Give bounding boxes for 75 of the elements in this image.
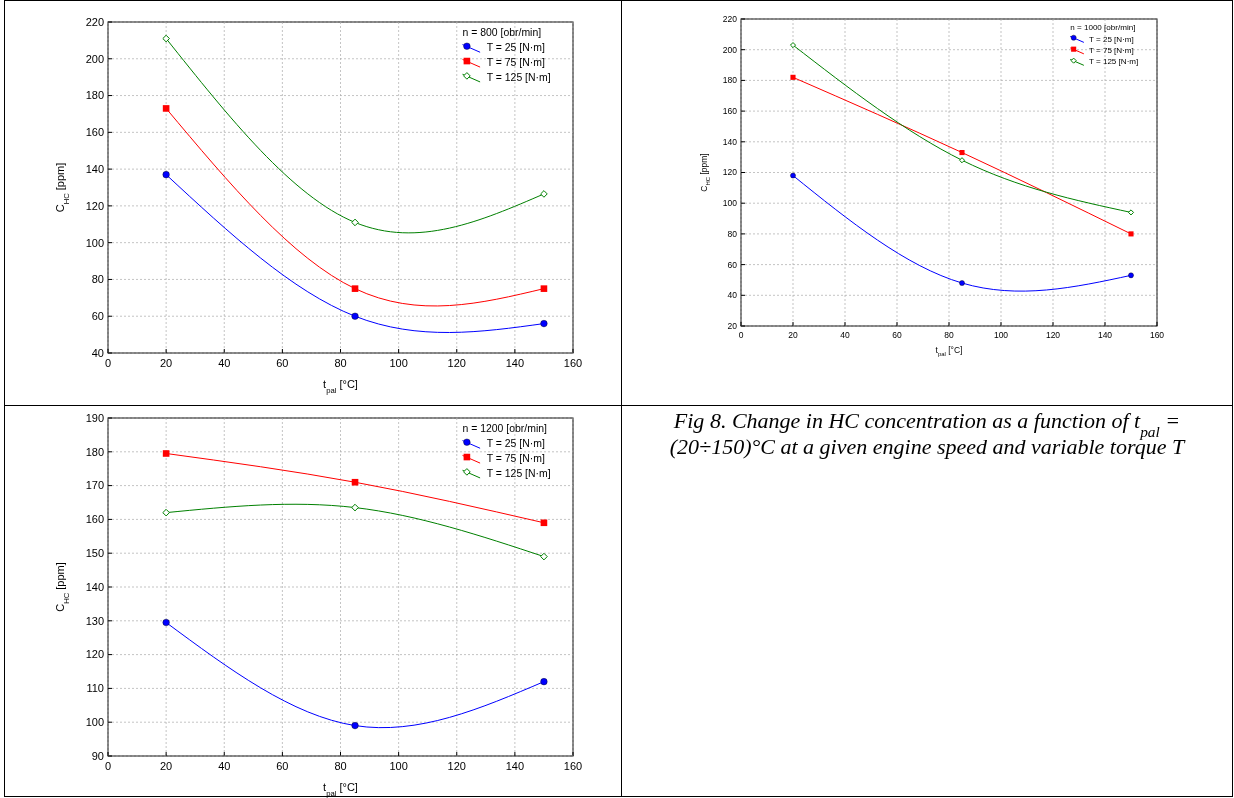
x-tick-label: 100 xyxy=(389,760,408,772)
legend-label: T = 125 [N·m] xyxy=(486,71,551,83)
legend-label: T = 125 [N·m] xyxy=(1088,57,1139,67)
y-tick-label: 140 xyxy=(85,580,104,593)
legend-label: T = 75 [N·m] xyxy=(486,57,545,68)
y-tick-label: 140 xyxy=(85,162,104,175)
y-tick-label: 220 xyxy=(85,15,104,28)
legend-label: T = 75 [N·m] xyxy=(1088,46,1134,55)
y-tick-label: 140 xyxy=(722,136,738,147)
x-tick-label: 60 xyxy=(276,357,289,369)
y-tick-label: 40 xyxy=(91,346,104,359)
y-tick-label: 80 xyxy=(91,273,104,286)
y-tick-label: 180 xyxy=(85,445,104,458)
x-tick-label: 120 xyxy=(447,760,466,772)
x-tick-label: 40 xyxy=(840,329,850,340)
x-tick-label: 20 xyxy=(160,357,173,369)
legend-label: T = 125 [N·m] xyxy=(486,467,551,479)
y-tick-label: 160 xyxy=(85,513,104,526)
x-tick-label: 0 xyxy=(738,329,744,340)
y-tick-label: 160 xyxy=(85,126,104,139)
y-tick-label: 150 xyxy=(85,547,104,560)
legend-label: T = 25 [N·m] xyxy=(486,42,545,54)
y-tick-label: 120 xyxy=(85,199,104,212)
x-axis-title: t$_{pal}$ [°C] xyxy=(323,378,358,395)
legend-title: n = 1200 [obr/min] xyxy=(462,423,548,435)
legend-label: T = 25 [N·m] xyxy=(1088,34,1134,44)
y-tick-label: 100 xyxy=(85,716,104,729)
legend-title: n = 1000 [obr/min] xyxy=(1070,23,1136,33)
x-tick-label: 140 xyxy=(505,760,525,772)
y-tick-label: 120 xyxy=(85,648,104,661)
y-tick-label: 120 xyxy=(722,167,738,178)
y-tick-label: 100 xyxy=(722,198,738,209)
x-tick-label: 40 xyxy=(218,760,231,772)
y-tick-label: 20 xyxy=(727,320,738,331)
y-tick-label: 200 xyxy=(85,52,104,65)
x-tick-label: 120 xyxy=(447,357,466,369)
x-tick-label: 20 xyxy=(788,329,798,340)
x-tick-label: 100 xyxy=(389,357,408,369)
x-tick-label: 100 xyxy=(993,329,1009,340)
x-tick-label: 80 xyxy=(944,329,954,340)
x-tick-label: 0 xyxy=(104,760,112,772)
x-tick-label: 60 xyxy=(276,760,289,772)
x-tick-label: 80 xyxy=(334,357,347,369)
x-tick-label: 160 xyxy=(563,760,583,772)
x-tick-label: 140 xyxy=(505,357,525,369)
y-tick-label: 180 xyxy=(722,75,738,86)
y-tick-label: 110 xyxy=(86,682,104,695)
y-tick-label: 170 xyxy=(85,479,104,492)
y-tick-label: 220 xyxy=(722,13,738,24)
y-tick-label: 190 xyxy=(85,411,104,424)
x-tick-label: 0 xyxy=(104,357,112,369)
x-tick-label: 60 xyxy=(892,329,902,340)
x-tick-label: 140 xyxy=(1097,329,1113,340)
y-tick-label: 90 xyxy=(91,749,104,762)
x-tick-label: 160 xyxy=(563,357,583,369)
x-tick-label: 80 xyxy=(334,760,347,772)
x-axis-title: t$_{pal}$ [°C] xyxy=(323,781,358,798)
legend-label: T = 25 [N·m] xyxy=(486,438,545,450)
y-tick-label: 60 xyxy=(727,259,738,270)
y-tick-label: 180 xyxy=(85,89,104,102)
chart-title: Fig 8. Change in HC concentration as a function of t$_{pal}$ = (20÷150)°C at a given engine speed and variable torque T xyxy=(669,408,1185,459)
x-tick-label: 120 xyxy=(1045,329,1061,340)
y-tick-label: 100 xyxy=(85,236,104,249)
legend-label: T = 75 [N·m] xyxy=(486,453,545,464)
y-tick-label: 130 xyxy=(85,614,104,627)
x-tick-label: 20 xyxy=(160,760,173,772)
x-axis-title: t$_{pal}$ [°C] xyxy=(935,345,963,358)
x-tick-label: 160 xyxy=(1149,329,1165,340)
y-tick-label: 60 xyxy=(91,310,104,323)
x-tick-label: 40 xyxy=(218,357,231,369)
y-tick-label: 200 xyxy=(722,44,738,55)
y-tick-label: 80 xyxy=(727,228,738,239)
y-tick-label: 160 xyxy=(722,106,738,117)
y-tick-label: 40 xyxy=(727,290,738,301)
legend-title: n = 800 [obr/min] xyxy=(462,27,542,39)
